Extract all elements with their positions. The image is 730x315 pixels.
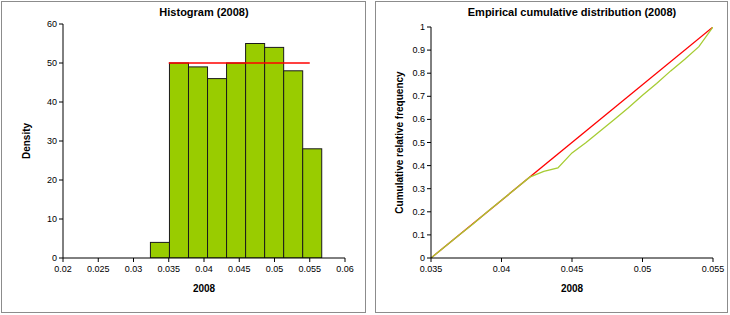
y-tick-label: 40 (47, 97, 57, 107)
chart-title: Empirical cumulative distribution (2008) (468, 6, 677, 18)
histogram-bar (246, 44, 265, 259)
x-tick (309, 258, 310, 262)
x-tick-label: 0.035 (157, 264, 180, 274)
y-tick (59, 102, 63, 103)
x-tick (274, 258, 275, 262)
histogram-bar (265, 47, 284, 258)
y-tick (59, 24, 63, 25)
y-tick (59, 180, 63, 181)
x-tick (204, 258, 205, 262)
x-tick (133, 258, 134, 262)
y-tick-label: 0 (52, 253, 57, 263)
y-tick-label: 0.5 (412, 138, 425, 148)
y-tick (427, 96, 431, 97)
y-tick-label: 0.2 (412, 207, 425, 217)
y-axis-label: Density (21, 123, 32, 160)
chart-border (376, 2, 728, 313)
x-tick (239, 258, 240, 262)
x-tick (431, 258, 432, 262)
x-tick-label: 0.035 (420, 264, 443, 274)
x-tick-label: 0.06 (336, 264, 354, 274)
x-tick (345, 258, 346, 262)
x-tick-label: 0.04 (195, 264, 213, 274)
x-tick-label: 0.02 (54, 264, 72, 274)
x-tick (98, 258, 99, 262)
y-tick (427, 142, 431, 143)
chart-title: Histogram (2008) (159, 6, 249, 18)
y-tick-label: 0 (420, 253, 425, 263)
chart-panel: Histogram (2008) 2008 Density 0 10 20 30 40 50 60… (2, 2, 366, 313)
canvas: Histogram (2008)2008Density0102030405060… (0, 0, 730, 315)
x-tick (63, 258, 64, 262)
x-tick (713, 258, 714, 262)
x-axis-label: 2008 (561, 283, 584, 294)
chart-border (2, 2, 366, 313)
x-tick (168, 258, 169, 262)
x-tick-label: 0.045 (228, 264, 251, 274)
histogram-bar (208, 79, 227, 258)
x-tick-label: 0.025 (87, 264, 110, 274)
histogram-bar (284, 71, 303, 258)
y-tick-label: 0.9 (412, 45, 425, 55)
y-tick (427, 73, 431, 74)
x-tick-label: 0.05 (634, 264, 652, 274)
plot-data (431, 27, 713, 258)
line-series (431, 27, 713, 258)
x-tick (642, 258, 643, 262)
x-tick-label: 0.045 (561, 264, 584, 274)
y-tick (427, 119, 431, 120)
y-tick (59, 219, 63, 220)
y-tick-label: 0.8 (412, 68, 425, 78)
x-tick (501, 258, 502, 262)
y-tick-label: 0.1 (412, 230, 425, 240)
y-tick-label: 1 (420, 22, 425, 32)
x-tick (572, 258, 573, 262)
y-tick-label: 10 (47, 214, 57, 224)
y-tick-label: 0.3 (412, 184, 425, 194)
y-tick (427, 188, 431, 189)
histogram-bar (169, 63, 188, 258)
y-tick (427, 27, 431, 28)
y-tick-label: 20 (47, 175, 57, 185)
y-tick (59, 141, 63, 142)
y-tick (427, 234, 431, 235)
y-tick-label: 0.6 (412, 114, 425, 124)
histogram-bar (227, 63, 246, 258)
y-tick (427, 50, 431, 51)
plot-data (150, 44, 321, 259)
y-axis-label: Cumulative relative frequency (394, 71, 405, 214)
histogram-bar (303, 149, 322, 258)
y-tick (59, 258, 63, 259)
y-tick-label: 0.7 (412, 91, 425, 101)
y-tick (427, 258, 431, 259)
x-tick-label: 0.04 (493, 264, 511, 274)
line-series (431, 27, 713, 258)
y-tick (427, 211, 431, 212)
y-tick-label: 0.4 (412, 161, 425, 171)
x-axis-label: 2008 (193, 283, 216, 294)
line-series (169, 62, 310, 63)
histogram-bar (188, 67, 207, 258)
y-tick (427, 165, 431, 166)
x-tick-label: 0.055 (702, 264, 725, 274)
y-tick (59, 63, 63, 64)
y-tick-label: 50 (47, 58, 57, 68)
y-tick-label: 60 (47, 19, 57, 29)
histogram-bar (150, 242, 169, 258)
chart-panel: Empirical cumulative distribution (2008)… (376, 2, 728, 313)
y-tick-label: 30 (47, 136, 57, 146)
x-tick-label: 0.05 (266, 264, 284, 274)
x-tick-label: 0.03 (125, 264, 143, 274)
x-tick-label: 0.055 (298, 264, 321, 274)
